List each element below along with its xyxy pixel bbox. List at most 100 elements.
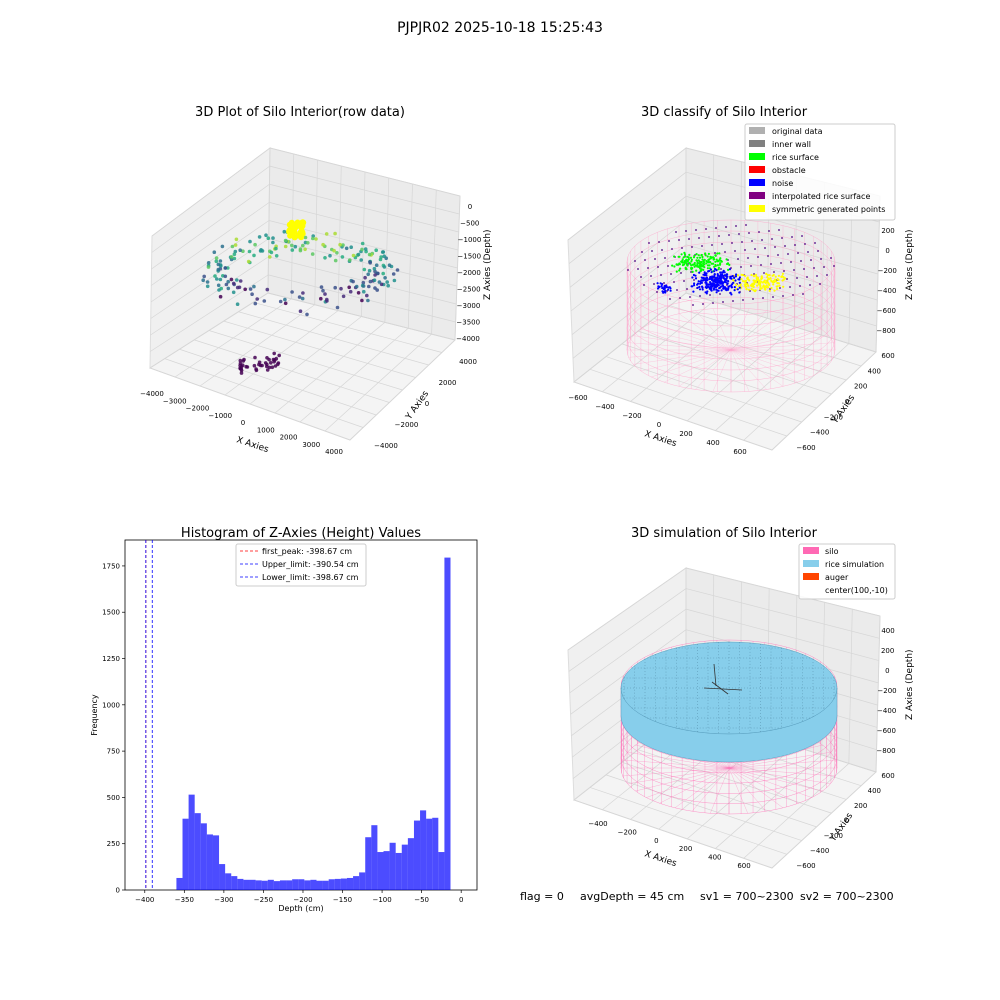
raw-point (298, 247, 303, 251)
rice-surface-point (704, 252, 707, 255)
raw-point (347, 285, 352, 290)
noise-point (715, 288, 718, 291)
raw-point (226, 286, 231, 291)
raw-point (233, 243, 238, 247)
rice-surface-point (695, 253, 698, 256)
raw-point (348, 258, 352, 262)
rice-surface-point (719, 259, 723, 262)
classify-x-axis-label: X Axies (643, 429, 678, 449)
grid-line (268, 256, 457, 305)
raw-point (385, 280, 390, 284)
raw-point (328, 253, 332, 258)
raw-z-tick-labels: 0 −500 −1000 −1500 −2000 −2500 −3000 −3500 −4000 (456, 203, 481, 343)
rice-surface-point (718, 252, 721, 255)
noise-point (714, 280, 717, 283)
y-tick-label: 750 (107, 748, 120, 756)
interpolated-point (771, 238, 773, 240)
raw-point (365, 293, 369, 298)
raw-point (283, 238, 288, 243)
rice-surface-point (686, 260, 689, 263)
raw-point (264, 233, 268, 237)
raw-y-tick-labels: −4000 −2000 0 2000 4000 (374, 358, 477, 450)
noise-point (664, 289, 667, 292)
interpolated-point (814, 242, 816, 244)
simulation-y-tick: −400 (810, 847, 829, 855)
noise-point (724, 279, 727, 282)
interpolated-point (689, 296, 691, 298)
interpolated-point (781, 237, 783, 239)
silo-floor-spoke (728, 767, 823, 792)
noise-point (714, 279, 718, 282)
x-tick-label: 0 (459, 896, 463, 904)
silo-floor-spoke (728, 752, 831, 769)
symmetric-point (778, 284, 781, 287)
x-tick-label: −200 (293, 896, 312, 904)
raw-z-tick: −500 (460, 220, 479, 228)
raw-point (226, 279, 230, 284)
raw-point (311, 236, 315, 241)
rice-surface-point (699, 270, 702, 273)
histogram-bar (188, 794, 195, 890)
symmetric-point (743, 280, 746, 283)
interpolated-point (692, 304, 694, 306)
symmetric-point (746, 283, 749, 286)
rice-surface-point (714, 254, 717, 257)
raw-y-tick: 0 (425, 400, 429, 408)
histogram-legend-label: Lower_limit: -398.67 cm (262, 573, 359, 582)
raw-point (247, 249, 252, 254)
rice-surface-point (726, 262, 730, 265)
interpolated-point (673, 281, 675, 283)
interpolated-point (763, 272, 765, 274)
interpolated-point (770, 263, 772, 265)
grid-line (771, 771, 877, 869)
simulation-z-tick: 0 (885, 667, 889, 675)
symmetric-point (766, 274, 769, 277)
rice-surface-point (685, 259, 688, 262)
histogram-bar (413, 820, 421, 890)
interpolated-point (668, 240, 670, 242)
grid-line (151, 147, 271, 237)
raw-y-tick: 2000 (439, 379, 457, 387)
interpolated-point (744, 249, 746, 251)
simulation-z-tick: −200 (877, 687, 896, 695)
raw-point (252, 284, 256, 289)
symmetric-point (752, 275, 756, 278)
grid-line (269, 183, 459, 233)
classify-legend-label: original data (772, 127, 823, 136)
histogram-bar (255, 880, 262, 890)
histogram-bar (249, 879, 256, 890)
noise-point (709, 268, 713, 271)
raw-point (319, 285, 324, 289)
interpolated-point (670, 273, 672, 275)
silo-floor-spoke (627, 767, 730, 784)
simulation-x-tick: 200 (679, 845, 692, 853)
noise-point (726, 282, 729, 285)
interpolated-point (819, 283, 821, 285)
noise-point (736, 288, 739, 291)
y-tick-label: 1250 (102, 655, 120, 663)
interpolated-point (735, 225, 737, 227)
grid-line (637, 330, 832, 395)
symmetric-point (768, 274, 771, 277)
x-tick-label: −150 (333, 896, 352, 904)
histogram-vlines (145, 540, 153, 890)
rice-surface-point (677, 255, 680, 258)
raw-point (372, 278, 377, 283)
interpolated-point (754, 248, 756, 250)
simulation-auger (703, 663, 743, 695)
silo-floor-spoke (664, 317, 732, 351)
interpolated-point (748, 232, 750, 234)
noise-point (669, 289, 672, 292)
raw-point (235, 278, 239, 282)
symmetric-point (755, 275, 758, 278)
noise-point (723, 280, 726, 283)
rice-surface-point (681, 259, 684, 262)
raw-point (325, 297, 329, 302)
noise-point (738, 291, 741, 294)
rice-surface-point (703, 261, 706, 264)
raw-x-tick-labels: −4000−3000−2000−1000 0 1000 2000 3000 4000 (140, 390, 343, 456)
raw-point (234, 237, 239, 242)
symmetric-point (782, 285, 785, 288)
raw-point (238, 358, 243, 363)
